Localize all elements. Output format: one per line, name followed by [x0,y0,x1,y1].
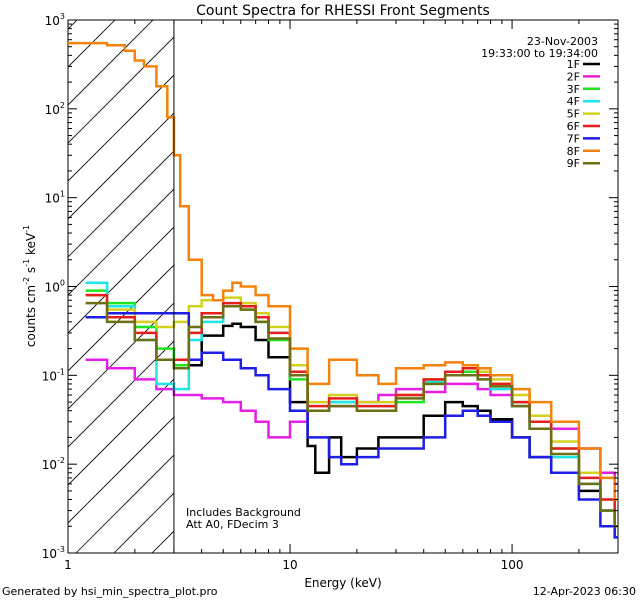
legend-label-4F: 4F [567,95,580,108]
y-axis-label: counts cm-2 s-1 keV-1 [22,225,38,347]
hatch-line [68,188,174,296]
hatch-line [68,340,174,448]
legend-label-1F: 1F [567,58,580,71]
attenuator-annotation: Att A0, FDecim 3 [186,518,279,531]
legend-label-5F: 5F [567,108,580,121]
hatch-line [266,0,640,553]
plot-frame [67,19,619,554]
hatch-line [68,36,174,144]
footer-timestamp: 12-Apr-2023 06:30 [533,585,636,598]
legend-label-3F: 3F [567,83,580,96]
x-axis-label: Energy (keV) [304,576,381,590]
series-8F [68,41,618,501]
hatch-line [68,150,174,258]
hatch-line [75,454,174,553]
footer-generator: Generated by hsi_min_spectra_plot.pro [2,585,218,598]
series-layer [68,41,618,539]
x-tick-label: 1 [64,558,72,572]
hatch-line [113,492,174,553]
legend-label-8F: 8F [567,145,580,158]
legend-label-6F: 6F [567,120,580,133]
y-tick-label: 102 [45,101,65,117]
series-9F [85,301,618,528]
hatched-region [68,0,640,553]
hatch-line [68,264,174,372]
series-7F [85,311,618,539]
hatch-line [68,20,78,30]
y-tick-label: 10-2 [42,456,65,472]
hatch-line [68,20,154,106]
x-tick-label: 10 [282,558,297,572]
chart-title: Count Spectra for RHESSI Front Segments [196,3,490,19]
hatch-line [342,0,640,553]
series-4F [85,281,618,528]
legend-label-9F: 9F [567,157,580,170]
y-tick-label: 103 [45,12,65,28]
x-tick-label: 100 [501,558,524,572]
hatch-line [68,302,174,410]
hatch-line [68,378,174,486]
y-tick-label: 10-3 [42,545,65,561]
time-range-label: 19:33:00 to 19:34:00 [481,47,598,60]
background-annotation: Includes Background [186,506,301,519]
series-6F [85,293,618,528]
y-tick-label: 100 [45,279,65,295]
hatch-line [68,226,174,334]
axes-layer: 10-3 10-2 10-1 100 101 102 103 1 10 100 [42,12,619,572]
hatch-line [68,416,174,524]
y-tick-label: 10-1 [42,367,65,383]
hatch-line [304,0,640,553]
legend-label-2F: 2F [567,70,580,83]
y-tick-label: 101 [45,190,65,206]
series-5F [85,293,618,528]
date-label: 23-Nov-2003 [527,35,598,48]
hatch-line [68,20,116,68]
legend-label-7F: 7F [567,132,580,145]
